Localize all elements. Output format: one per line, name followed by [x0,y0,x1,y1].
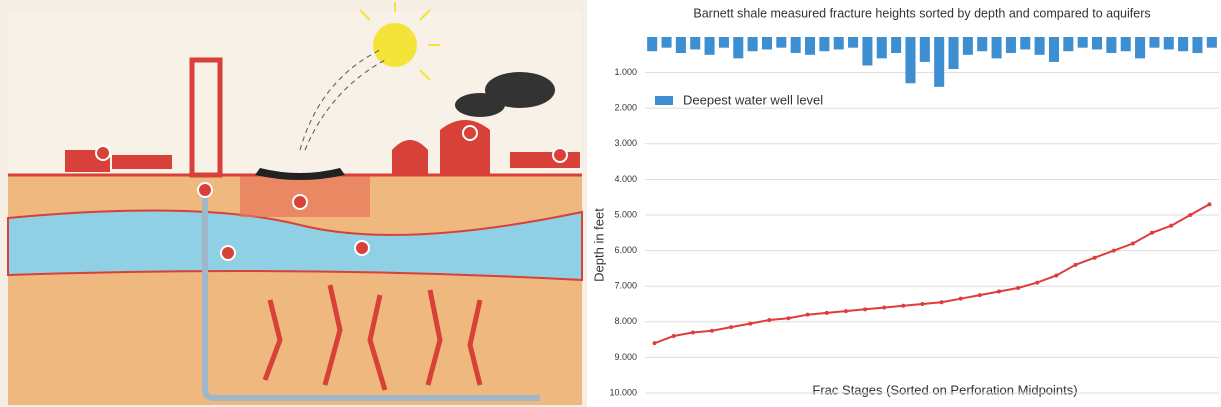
bar [1048,37,1059,62]
legend-swatch [655,96,673,105]
point [1130,241,1135,246]
point [996,289,1001,294]
bar [661,37,672,48]
point [1054,273,1059,278]
point [1016,285,1021,290]
point [709,328,714,333]
point [939,300,944,305]
y-tick-label: 3.000 [614,138,637,148]
bar [1034,37,1045,55]
point [652,341,657,346]
legend-label: Deepest water well level [683,92,823,107]
x-axis-label: Frac Stages (Sorted on Perforation Midpo… [812,382,1077,397]
y-axis-label: Depth in feet [591,208,606,282]
point [977,293,982,298]
bar [819,37,830,52]
y-tick-label: 2.000 [614,103,637,113]
y-tick-label: 9.000 [614,352,637,362]
point [748,321,753,326]
bar [991,37,1002,59]
y-tick-label: 7.000 [614,281,637,291]
bar [747,37,758,52]
bar [733,37,744,59]
point [1150,230,1155,235]
bar [891,37,902,54]
point [863,307,868,312]
bar [1005,37,1016,54]
bar [833,37,844,50]
bar [876,37,887,59]
y-tick-label: 4.000 [614,174,637,184]
bar [1163,37,1174,50]
y-tick-label: 10.000 [609,387,637,397]
point [958,296,963,301]
bar [1178,37,1189,52]
bar [919,37,930,62]
bar [1092,37,1103,50]
point [1092,255,1097,260]
bar [805,37,816,55]
bar [1206,37,1217,48]
bar [1149,37,1160,48]
point [786,316,791,321]
bar [1192,37,1203,54]
bar [1135,37,1146,59]
point [882,305,887,310]
y-tick-label: 6.000 [614,245,637,255]
y-tick-label: 5.000 [614,209,637,219]
point [690,330,695,335]
point [901,303,906,308]
bar [905,37,916,84]
point [805,312,810,317]
point [671,334,676,339]
bar [962,37,973,55]
point [1169,223,1174,228]
point [1073,262,1078,267]
bar [862,37,873,66]
point [1188,213,1193,217]
bar [948,37,959,70]
bar [1077,37,1088,48]
y-tick-label: 1.000 [614,67,637,77]
bar [675,37,686,54]
bar [776,37,787,48]
bar [647,37,658,52]
bar [790,37,801,54]
bar [1063,37,1074,52]
point [729,325,734,330]
point [920,302,925,306]
point [1207,202,1212,207]
bar [718,37,729,48]
bar [690,37,701,50]
bar [1120,37,1131,52]
bar [977,37,988,52]
bar [934,37,945,87]
point [824,310,829,315]
bar [848,37,859,48]
chart-title: Barnett shale measured fracture heights … [693,6,1150,20]
point [1111,248,1116,253]
bar [1106,37,1117,54]
y-tick-label: 8.000 [614,316,637,326]
point [767,318,772,323]
point [1035,280,1040,285]
point [843,309,848,314]
bar [761,37,772,50]
bar [1020,37,1031,50]
illustration [0,0,587,407]
bar [704,37,715,55]
line [654,203,1210,345]
